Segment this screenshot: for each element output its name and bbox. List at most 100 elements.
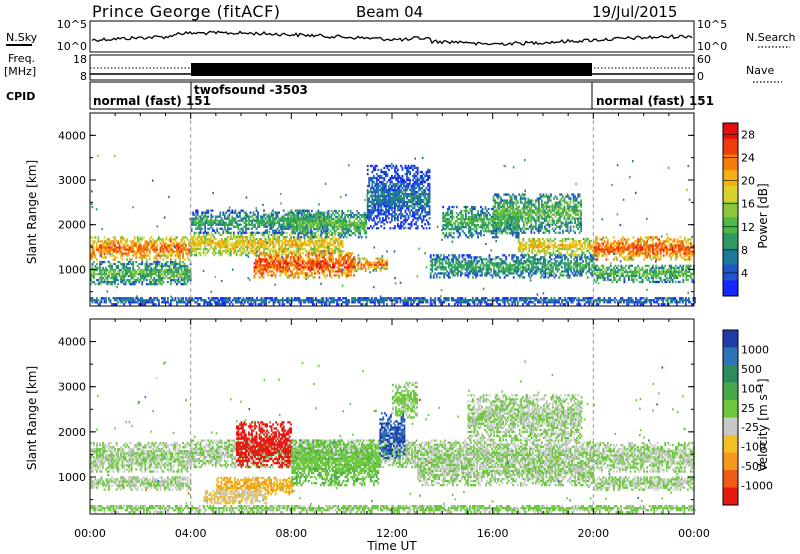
heatmap-cell: [235, 212, 237, 214]
heatmap-cell: [415, 175, 417, 177]
heatmap-cell: [172, 250, 174, 252]
heatmap-cell: [244, 248, 246, 250]
heatmap-cell: [412, 179, 414, 181]
heatmap-cell: [268, 246, 270, 248]
heatmap-cell: [376, 223, 378, 225]
heatmap-cell: [156, 254, 158, 256]
heatmap-cell: [356, 218, 358, 220]
heatmap-cell: [294, 214, 296, 216]
heatmap-cell: [209, 234, 211, 236]
heatmap-cell: [119, 261, 121, 263]
heatmap-cell: [318, 210, 320, 212]
heatmap-cell: [365, 270, 367, 272]
heatmap-cell: [579, 264, 581, 266]
heatmap-cell: [322, 212, 324, 214]
heatmap-cell: [204, 226, 206, 228]
heatmap-cell: [520, 270, 522, 272]
heatmap-cell: [314, 270, 316, 272]
heatmap-cell: [317, 214, 319, 216]
heatmap-cell: [338, 218, 340, 220]
heatmap-cell: [259, 226, 261, 228]
heatmap-cell: [429, 199, 431, 201]
heatmap-cell: [98, 273, 100, 275]
heatmap-cell: [368, 201, 370, 203]
heatmap-cell: [368, 181, 370, 183]
heatmap-cell: [452, 262, 454, 264]
heatmap-cell: [218, 242, 220, 244]
heatmap-cell: [128, 252, 130, 254]
heatmap-cell: [200, 248, 202, 250]
heatmap-cell: [182, 256, 184, 258]
heatmap-cell: [206, 218, 208, 220]
heatmap-cell: [350, 274, 352, 276]
heatmap-cell: [490, 270, 492, 272]
heatmap-cell: [396, 165, 398, 167]
heatmap-cell: [315, 234, 317, 236]
heatmap-cell: [201, 228, 203, 230]
heatmap-cell: [430, 276, 432, 278]
heatmap-cell: [149, 265, 151, 267]
freq-right-tick-low: 0: [697, 70, 704, 83]
heatmap-cell: [421, 187, 423, 189]
heatmap-cell: [353, 274, 355, 276]
heatmap-cell: [412, 169, 414, 171]
heatmap-cell: [293, 216, 295, 218]
freq-label-line2: [MHz]: [4, 65, 36, 78]
heatmap-cell: [101, 248, 103, 250]
heatmap-cell: [382, 181, 384, 183]
heatmap-cell: [107, 252, 109, 254]
heatmap-cell: [263, 248, 265, 250]
heatmap-cell: [588, 262, 590, 264]
heatmap-cell: [341, 252, 343, 254]
site-title: Prince George (fitACF): [92, 2, 281, 21]
heatmap-cell: [108, 244, 110, 246]
heatmap-cell: [368, 215, 370, 217]
heatmap-cell: [365, 232, 367, 234]
heatmap-cell: [403, 203, 405, 205]
heatmap-cell: [458, 254, 460, 256]
heatmap-cell: [409, 227, 411, 229]
heatmap-cell: [537, 266, 539, 268]
heatmap-cell: [122, 281, 124, 283]
heatmap-cell: [228, 242, 230, 244]
heatmap-cell: [480, 266, 482, 268]
heatmap-cell: [429, 177, 431, 179]
heatmap-cell: [204, 244, 206, 246]
heatmap-cell: [489, 266, 491, 268]
heatmap-cell: [311, 272, 313, 274]
heatmap-cell: [402, 221, 404, 223]
heatmap-cell: [310, 270, 312, 272]
heatmap-cell: [248, 252, 250, 254]
heatmap-cell: [302, 252, 304, 254]
heatmap-cell: [322, 268, 324, 270]
heatmap-cell: [123, 244, 125, 246]
heatmap-cell: [98, 246, 100, 248]
heatmap-cell: [510, 270, 512, 272]
heatmap-cell: [114, 258, 116, 260]
heatmap-cell: [429, 189, 431, 191]
heatmap-cell: [379, 197, 381, 199]
heatmap-cell: [442, 262, 444, 264]
heatmap-cell: [194, 234, 196, 236]
heatmap-cell: [263, 276, 265, 278]
heatmap-cell: [167, 248, 169, 250]
heatmap-cell: [278, 248, 280, 250]
heatmap-cell: [331, 214, 333, 216]
heatmap-cell: [374, 221, 376, 223]
heatmap-cell: [126, 254, 128, 256]
heatmap-cell: [238, 232, 240, 234]
heatmap-cell: [591, 270, 593, 272]
heatmap-cell: [344, 234, 346, 236]
heatmap-cell: [238, 226, 240, 228]
heatmap-cell: [225, 248, 227, 250]
heatmap-cell: [233, 226, 235, 228]
heatmap-cell: [175, 265, 177, 267]
heatmap-cell: [423, 177, 425, 179]
heatmap-cell: [314, 236, 316, 238]
heatmap-cell: [92, 263, 94, 265]
heatmap-cell: [459, 228, 461, 230]
heatmap-cell: [323, 270, 325, 272]
heatmap-cell: [340, 236, 342, 238]
heatmap-cell: [328, 236, 330, 238]
